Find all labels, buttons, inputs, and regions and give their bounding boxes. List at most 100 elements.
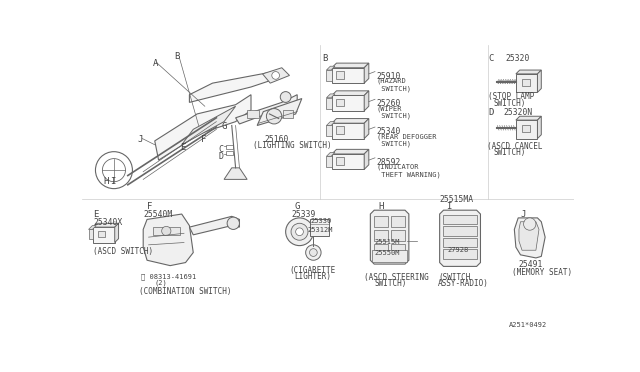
Circle shape: [280, 92, 291, 102]
Polygon shape: [538, 70, 541, 92]
Polygon shape: [513, 79, 516, 84]
Text: F: F: [201, 135, 206, 144]
Polygon shape: [326, 66, 335, 70]
Text: (SWITCH: (SWITCH: [438, 273, 470, 282]
Polygon shape: [326, 153, 335, 156]
Polygon shape: [511, 79, 513, 84]
Text: (MEMORY SEAT): (MEMORY SEAT): [512, 268, 572, 277]
Text: (ASCD STEERING: (ASCD STEERING: [364, 273, 429, 282]
Polygon shape: [364, 91, 369, 111]
Circle shape: [310, 249, 317, 256]
Text: (WIPER
 SWITCH): (WIPER SWITCH): [376, 106, 410, 119]
Text: 25515M: 25515M: [374, 240, 400, 246]
Text: 25320N: 25320N: [504, 108, 533, 117]
Text: C: C: [219, 145, 223, 154]
Circle shape: [291, 223, 308, 240]
Text: (2): (2): [155, 279, 168, 286]
Polygon shape: [224, 168, 247, 179]
Polygon shape: [507, 79, 509, 84]
Bar: [227, 145, 232, 148]
Polygon shape: [236, 95, 297, 124]
Text: E: E: [180, 143, 186, 152]
Text: SWITCH): SWITCH): [493, 148, 526, 157]
Polygon shape: [326, 94, 335, 98]
Polygon shape: [332, 63, 369, 68]
Text: H: H: [103, 177, 109, 186]
Polygon shape: [257, 99, 302, 125]
Text: J: J: [137, 135, 143, 144]
Polygon shape: [332, 119, 369, 123]
Bar: [153, 227, 180, 235]
Circle shape: [102, 158, 125, 182]
Polygon shape: [189, 71, 274, 102]
Text: H: H: [378, 202, 383, 212]
Text: E: E: [93, 210, 99, 219]
Circle shape: [296, 228, 303, 235]
Text: 25550M: 25550M: [374, 250, 400, 256]
Text: SWITCH): SWITCH): [374, 279, 406, 289]
Text: (LIGHTING SWITCH): (LIGHTING SWITCH): [253, 141, 332, 150]
Text: F: F: [147, 202, 152, 212]
Text: 25515MA: 25515MA: [440, 195, 474, 204]
Text: ASSY-RADIO): ASSY-RADIO): [438, 279, 489, 289]
Text: (ASCD SWITCH): (ASCD SWITCH): [93, 247, 153, 256]
Polygon shape: [332, 91, 369, 96]
Text: 25340: 25340: [376, 127, 401, 136]
Polygon shape: [332, 68, 364, 83]
Polygon shape: [326, 156, 332, 167]
Bar: [283, 110, 293, 118]
Polygon shape: [93, 223, 118, 227]
Bar: [374, 217, 388, 227]
Text: (ASCD CANCEL: (ASCD CANCEL: [488, 142, 543, 151]
Text: 28592: 28592: [376, 158, 401, 167]
Text: LIGHTER): LIGHTER): [294, 272, 331, 281]
Circle shape: [524, 218, 536, 230]
Text: D: D: [219, 153, 223, 161]
Circle shape: [162, 226, 171, 235]
Text: G: G: [221, 122, 227, 131]
Circle shape: [285, 218, 314, 246]
Polygon shape: [88, 230, 93, 239]
Bar: [247, 110, 259, 118]
Bar: [391, 230, 405, 241]
Polygon shape: [516, 74, 538, 92]
Polygon shape: [516, 70, 541, 74]
Circle shape: [272, 71, 280, 79]
Circle shape: [95, 152, 132, 189]
Polygon shape: [440, 210, 481, 266]
Polygon shape: [262, 68, 289, 83]
Circle shape: [227, 217, 239, 230]
Text: SWITCH): SWITCH): [493, 99, 526, 108]
Bar: [443, 226, 477, 235]
Bar: [337, 71, 344, 78]
Circle shape: [306, 245, 321, 260]
Polygon shape: [88, 225, 96, 230]
Text: 25540M: 25540M: [143, 210, 172, 219]
Text: 25260: 25260: [376, 99, 401, 108]
Text: B: B: [174, 52, 179, 61]
Polygon shape: [115, 223, 118, 243]
Bar: [443, 215, 477, 224]
Text: Ⓢ 08313-41691: Ⓢ 08313-41691: [141, 273, 196, 280]
Bar: [372, 250, 407, 262]
Bar: [522, 125, 530, 132]
Polygon shape: [515, 218, 545, 258]
Polygon shape: [326, 98, 332, 109]
Text: (HAZARD
 SWITCH): (HAZARD SWITCH): [376, 78, 410, 92]
Polygon shape: [516, 120, 538, 139]
Polygon shape: [364, 63, 369, 83]
Text: (COMBINATION SWITCH): (COMBINATION SWITCH): [140, 287, 232, 296]
Polygon shape: [332, 123, 364, 139]
Bar: [227, 151, 232, 155]
Polygon shape: [516, 116, 541, 120]
Polygon shape: [364, 150, 369, 169]
Polygon shape: [155, 95, 251, 160]
Polygon shape: [143, 214, 193, 266]
Text: 25160: 25160: [265, 135, 289, 144]
Text: 25491: 25491: [518, 260, 543, 269]
Polygon shape: [371, 210, 409, 264]
Bar: [310, 219, 329, 236]
Bar: [522, 78, 530, 86]
Circle shape: [266, 109, 282, 124]
Polygon shape: [189, 217, 239, 235]
